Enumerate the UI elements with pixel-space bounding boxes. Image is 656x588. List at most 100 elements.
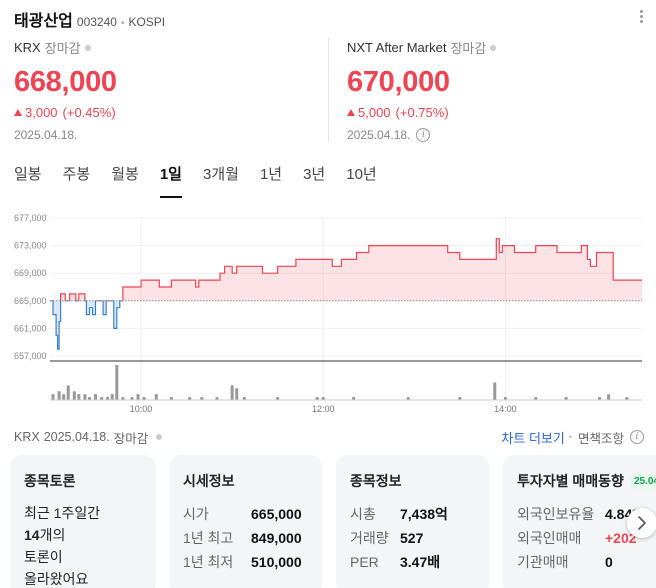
info-row-volume: 거래량 527 — [350, 530, 424, 546]
price-line-up — [50, 238, 642, 301]
volume-bar — [94, 394, 98, 400]
volume-bar — [72, 391, 76, 400]
separator-dot: • — [568, 432, 572, 442]
chevron-right-icon — [638, 516, 646, 530]
volume-bar — [51, 394, 55, 400]
next-card-button[interactable] — [627, 508, 656, 538]
volume-bar — [57, 391, 61, 400]
nxt-status: 장마감 — [450, 41, 487, 56]
info-icon[interactable]: i — [416, 128, 431, 142]
volume-bar — [215, 397, 219, 400]
stock-code: 003240 — [76, 15, 117, 29]
volume-bar — [352, 397, 356, 400]
x-tick-label: 10:00 — [130, 404, 153, 414]
tab-3years[interactable]: 3년 — [303, 166, 326, 183]
period-tabs: 일봉 주봉 월봉 1일 3개월 1년 3년 10년 — [14, 163, 398, 198]
separator-dot: • — [120, 18, 125, 29]
stock-info-card[interactable]: 종목정보 시총 7,438억 거래량 527 PER 3.47배 — [336, 455, 489, 588]
y-tick-label: 677,000 — [14, 213, 47, 223]
krx-date: 2025.04.18. — [14, 128, 78, 142]
krx-status: 장마감 — [44, 41, 81, 56]
volume-bar — [315, 397, 319, 400]
discussion-line4: 올라왔어요 — [24, 571, 89, 587]
up-triangle-icon — [347, 109, 355, 116]
volume-bar — [77, 394, 81, 400]
stock-info-card-title: 종목정보 — [350, 473, 402, 489]
info-icon[interactable]: i — [630, 430, 644, 444]
volume-bar — [83, 394, 87, 400]
volume-bar — [235, 388, 239, 400]
stock-name: 태광산업 — [14, 13, 73, 30]
krx-change-pct: (+0.45%) — [62, 105, 116, 120]
status-dot-icon — [490, 44, 497, 51]
volume-bar — [458, 397, 462, 400]
price-area-up — [50, 238, 642, 301]
panel-divider — [328, 38, 329, 142]
investor-card-title: 투자자별 매매동향 — [517, 473, 624, 489]
volume-bar — [321, 397, 325, 400]
volume-bar — [242, 397, 246, 400]
y-tick-label: 669,000 — [14, 268, 47, 278]
investor-row-institution-trade: 기관매매 0 — [517, 554, 613, 570]
footer-status: 장마감 — [113, 431, 149, 446]
volume-bar — [106, 397, 110, 400]
volume-bar — [406, 397, 410, 400]
discussion-card[interactable]: 종목토론 최근 1주일간 14개의 토론이 올라왔어요 — [10, 455, 156, 588]
nxt-change-amount: 5,000 — [358, 105, 391, 120]
volume-bar — [66, 385, 70, 400]
y-tick-label: 657,000 — [14, 351, 47, 361]
stock-header: 태광산업 003240 • KOSPI — [14, 7, 166, 30]
quote-row-open: 시가 665,000 — [183, 506, 302, 522]
volume-bar — [564, 397, 568, 400]
volume-bar — [62, 394, 66, 400]
tab-3months[interactable]: 3개월 — [202, 166, 239, 183]
disclaimer-link[interactable]: 면책조항 — [577, 431, 624, 446]
nxt-date: 2025.04.18. i — [347, 128, 647, 142]
quote-row-52w-low: 1년 최저 510,000 — [183, 554, 302, 570]
summary-cards: 종목토론 최근 1주일간 14개의 토론이 올라왔어요 시세정보 시가 665,… — [10, 455, 656, 588]
tab-1day[interactable]: 1일 — [159, 163, 183, 198]
footer-date: 2025.04.18. — [43, 430, 110, 444]
volume-bar — [230, 385, 234, 400]
krx-price-panel: KRX 장마감 668,000 3,000 (+0.45%) 2025.04.1… — [14, 38, 314, 142]
volume-bar — [607, 394, 611, 400]
volume-bar — [154, 394, 158, 400]
discussion-line3: 토론이 — [24, 549, 63, 565]
volume-bar — [87, 397, 91, 400]
chart-footer: KRX 2025.04.18. 장마감 차트 더보기 • 면책조항 i — [14, 428, 644, 446]
tab-weekly[interactable]: 주봉 — [62, 166, 91, 183]
volume-bar — [115, 365, 119, 400]
volume-bar — [625, 397, 629, 400]
tab-daily[interactable]: 일봉 — [14, 166, 42, 183]
volume-bar — [136, 394, 140, 400]
tab-10years[interactable]: 10년 — [346, 166, 377, 183]
volume-bar — [110, 394, 114, 400]
volume-bar — [142, 397, 146, 400]
volume-bar — [188, 397, 192, 400]
date-badge: 25.04 — [629, 473, 656, 489]
tab-monthly[interactable]: 월봉 — [111, 166, 139, 183]
discussion-count: 14개의 — [24, 527, 66, 543]
status-dot-icon — [84, 44, 91, 51]
discussion-card-title: 종목토론 — [24, 473, 76, 489]
x-tick-label: 14:00 — [494, 404, 517, 414]
quote-card-title: 시세정보 — [183, 473, 235, 489]
quote-info-card[interactable]: 시세정보 시가 665,000 1년 최고 849,000 1년 최저 510,… — [169, 455, 322, 588]
info-row-per: PER 3.47배 — [350, 554, 441, 570]
y-tick-label: 673,000 — [14, 241, 47, 251]
nxt-change: 5,000 (+0.75%) — [347, 105, 647, 120]
more-vertical-icon[interactable] — [640, 10, 644, 26]
volume-bar — [121, 397, 125, 400]
nxt-change-pct: (+0.75%) — [395, 105, 449, 120]
nxt-price: 670,000 — [347, 66, 450, 98]
more-chart-link[interactable]: 차트 더보기 — [501, 430, 565, 446]
stock-market: KOSPI — [128, 15, 166, 29]
volume-bar — [534, 397, 538, 400]
y-tick-label: 665,000 — [14, 296, 47, 306]
tab-1year[interactable]: 1년 — [259, 166, 283, 183]
x-tick-label: 12:00 — [312, 404, 335, 414]
intraday-price-chart[interactable]: 677,000 673,000 669,000 665,000 661,000 657,0… — [0, 205, 656, 420]
volume-bar — [503, 397, 507, 400]
volume-bar — [100, 397, 104, 400]
krx-price: 668,000 — [14, 66, 117, 98]
